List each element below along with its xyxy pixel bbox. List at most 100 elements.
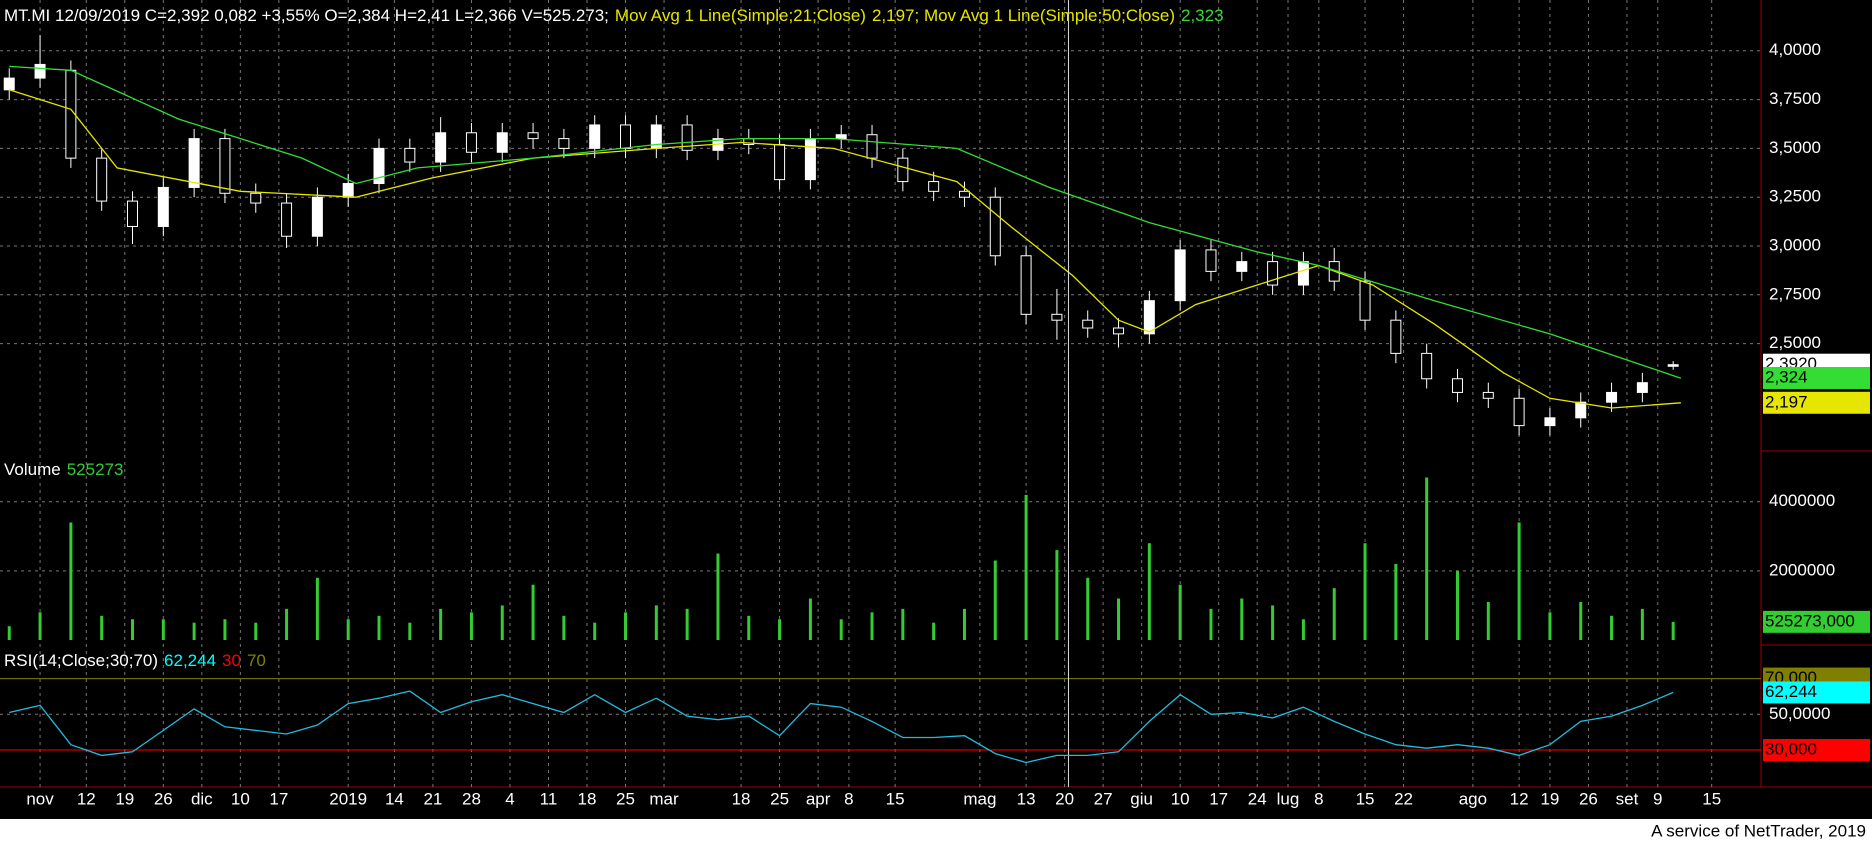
volume-bar xyxy=(1147,543,1151,640)
volume-bar xyxy=(315,577,319,640)
volume-bar xyxy=(1455,570,1459,640)
series-line xyxy=(9,690,1674,764)
y-tick-label: 3,7500 xyxy=(1769,89,1821,108)
x-tick-label: ago xyxy=(1459,789,1487,808)
candle-body xyxy=(126,200,138,227)
candle-body xyxy=(1421,352,1433,380)
background xyxy=(0,0,1872,819)
legend-title: Volume xyxy=(4,460,61,479)
volume-bar xyxy=(1055,550,1059,640)
candle-body xyxy=(435,132,447,163)
x-tick-label: 26 xyxy=(1579,789,1598,808)
volume-bar xyxy=(1548,612,1552,640)
x-tick-label: 20 xyxy=(1055,789,1074,808)
x-tick-label: lug xyxy=(1277,789,1300,808)
volume-bar xyxy=(469,612,473,640)
volume-bar xyxy=(100,615,104,640)
candle-body xyxy=(157,186,169,227)
volume-bar xyxy=(593,622,597,640)
volume-bar xyxy=(161,619,165,640)
candle-body xyxy=(342,183,354,198)
candle-body xyxy=(34,63,46,79)
legend-title: MT.MI 12/09/2019 C=2,392 0,082 +3,55% O=… xyxy=(4,6,609,25)
legend-value: 525273 xyxy=(67,460,124,479)
x-tick-label: 2019 xyxy=(329,789,367,808)
candle-body xyxy=(1575,401,1587,419)
x-tick-label: 8 xyxy=(1314,789,1323,808)
volume-bar xyxy=(531,584,535,640)
x-tick-label: 13 xyxy=(1017,789,1036,808)
volume-bar xyxy=(38,612,42,640)
volume-bar xyxy=(778,619,782,640)
volume-bar xyxy=(285,608,289,640)
volume-bar xyxy=(1363,543,1367,640)
x-tick-label: 25 xyxy=(616,789,635,808)
x-tick-label: 28 xyxy=(462,789,481,808)
candle-body xyxy=(989,196,1001,257)
candle-body xyxy=(1667,364,1679,367)
x-tick-label: 14 xyxy=(385,789,404,808)
x-tick-label: 15 xyxy=(886,789,905,808)
volume-bar xyxy=(1486,601,1490,640)
volume-bar xyxy=(130,619,134,640)
x-tick-label: 22 xyxy=(1394,789,1413,808)
volume-bar xyxy=(254,622,258,640)
legend: RSI(14;Close;30;70) 62,244 30 70 xyxy=(4,651,266,670)
candle-body xyxy=(1636,382,1648,393)
candle-body xyxy=(1082,319,1094,329)
x-tick-label: 10 xyxy=(231,789,250,808)
volume-bar xyxy=(1425,477,1429,640)
x-tick-label: set xyxy=(1616,789,1639,808)
footer-band xyxy=(0,819,1872,844)
x-tick-label: 4 xyxy=(505,789,514,808)
value-box xyxy=(1763,610,1870,633)
candle-body xyxy=(1513,397,1525,427)
volume-bar xyxy=(932,622,936,640)
candle-body xyxy=(3,77,15,91)
x-tick-label: 27 xyxy=(1094,789,1113,808)
candle-body xyxy=(866,134,878,159)
series-line xyxy=(9,89,1681,409)
candle-body xyxy=(465,132,477,153)
legend-level: 30 xyxy=(222,651,241,670)
candle-body xyxy=(1297,261,1309,286)
candle-body xyxy=(1606,391,1618,403)
x-tick-label: 18 xyxy=(578,789,597,808)
volume-bar xyxy=(1332,588,1336,640)
candle-body xyxy=(1113,327,1125,335)
x-tick-label: 10 xyxy=(1171,789,1190,808)
volume-bar xyxy=(1178,584,1182,640)
candle-body xyxy=(219,138,231,194)
volume-bar xyxy=(993,560,997,640)
volume-bar xyxy=(654,605,658,640)
x-tick-label: 26 xyxy=(154,789,173,808)
volume-bar xyxy=(1301,619,1305,640)
legend: MT.MI 12/09/2019 C=2,392 0,082 +3,55% O=… xyxy=(4,6,1224,25)
mark-layer xyxy=(3,0,1682,787)
grid-layer xyxy=(0,0,1761,787)
x-tick-label: 19 xyxy=(115,789,134,808)
candle-body xyxy=(188,138,200,188)
value-box-label: 2,197 xyxy=(1765,392,1808,411)
y-tick-label: 3,5000 xyxy=(1769,138,1821,157)
x-tick-label: 15 xyxy=(1702,789,1721,808)
x-tick-label: 11 xyxy=(540,789,558,808)
x-tick-label: giu xyxy=(1130,789,1153,808)
candle-body xyxy=(928,181,940,192)
x-tick-label: 18 xyxy=(732,789,751,808)
y-tick-label: 4000000 xyxy=(1769,491,1835,510)
x-tick-label: mar xyxy=(649,789,679,808)
candle-body xyxy=(804,138,816,181)
x-tick-label: mag xyxy=(963,789,996,808)
volume-bar xyxy=(1240,598,1244,640)
series-line xyxy=(9,65,1682,379)
volume-bar xyxy=(223,619,227,640)
volume-bar xyxy=(901,608,905,640)
volume-bar xyxy=(1579,601,1583,640)
volume-bar xyxy=(808,598,812,640)
x-tick-label: apr xyxy=(806,789,831,808)
volume-bar xyxy=(192,622,196,640)
volume-bar xyxy=(1517,522,1521,640)
volume-bar xyxy=(1394,563,1398,640)
candle-body xyxy=(311,196,323,237)
